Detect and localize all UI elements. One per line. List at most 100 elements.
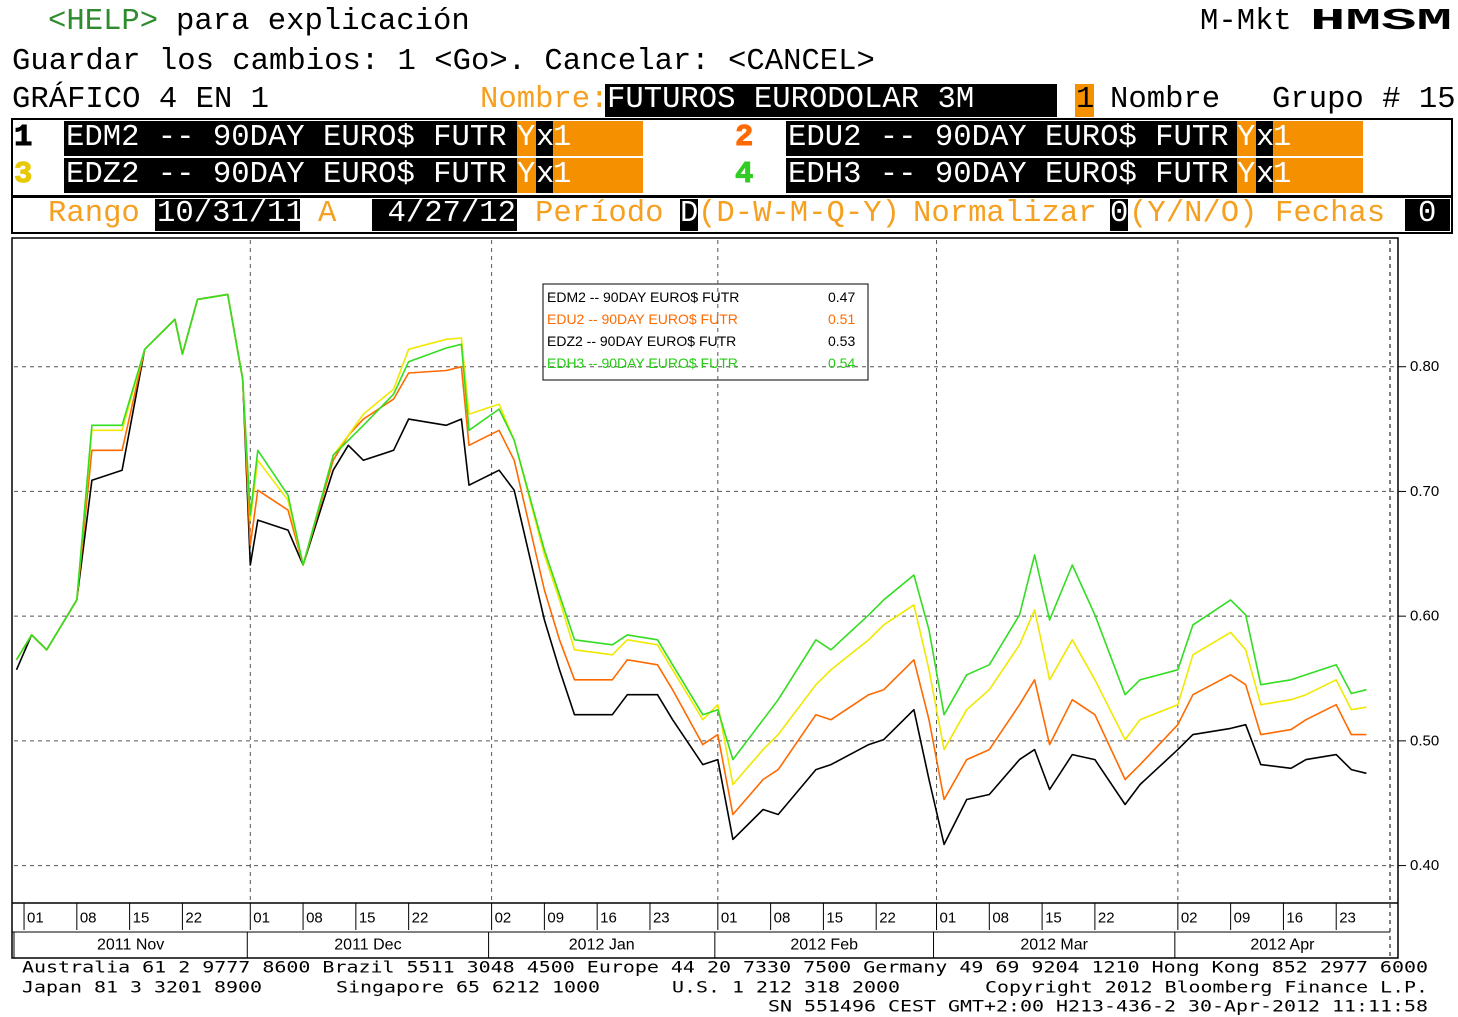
end-field[interactable] <box>372 199 517 231</box>
ticker-field[interactable] <box>64 121 517 156</box>
legend-label: EDZ2 -- 90DAY EURO$ FUTR <box>547 333 736 349</box>
x-tick-label: 22 <box>1098 910 1115 927</box>
legend-label: EDM2 -- 90DAY EURO$ FUTR <box>547 289 739 305</box>
footer-session: SN 551496 CEST GMT+2:00 H213-436-2 30-Ap… <box>768 997 1428 1016</box>
save-line: Guardar los cambios: 1 <Go>. Cancelar: <… <box>12 45 875 79</box>
x-tick-label: 01 <box>721 910 738 927</box>
ticker: EDH3 -- 90DAY EURO$ FUTR <box>788 158 1229 192</box>
x-flag-field <box>536 121 553 156</box>
x-tick-label: 15 <box>133 910 150 927</box>
function-name: M-Mkt <box>1200 5 1292 39</box>
x-tick-label: 01 <box>940 910 957 927</box>
dates: 0 <box>1418 197 1436 231</box>
y-flag: Y <box>517 121 535 155</box>
month-label: 2012 Apr <box>1250 937 1315 954</box>
security-number: 2 <box>735 121 753 155</box>
legend-box <box>542 283 869 381</box>
settings-box <box>11 196 1453 234</box>
security-number: 4 <box>735 158 753 192</box>
name-field[interactable] <box>605 84 1057 117</box>
y-flag-field <box>517 121 536 156</box>
x-tick-label: 23 <box>653 910 670 927</box>
dates-field[interactable] <box>1405 199 1450 231</box>
name-number: 1 <box>1076 83 1094 117</box>
x-tick-label: 15 <box>1045 910 1062 927</box>
legend-label: EDH3 -- 90DAY EURO$ FUTR <box>547 355 738 371</box>
normalize-label: Normalizar <box>913 197 1097 231</box>
month-label: 2011 Nov <box>97 937 164 954</box>
period: D <box>680 197 698 231</box>
normalize-field[interactable] <box>1110 199 1128 231</box>
x-flag-field <box>1256 158 1273 193</box>
x-tick-label: 23 <box>1339 910 1356 927</box>
period-options: (D-W-M-Q-Y) <box>698 197 900 231</box>
x-tick-label: 08 <box>774 910 791 927</box>
dates-label: Fechas <box>1275 197 1385 231</box>
x-flag-field <box>1256 121 1273 156</box>
start-field[interactable] <box>155 199 300 231</box>
range-label: Rango <box>48 197 140 231</box>
x-tick-label: 02 <box>495 910 512 927</box>
normalize: 0 <box>1110 197 1128 231</box>
legend-value: 0.54 <box>828 355 855 371</box>
to-label: A <box>318 197 337 231</box>
footer-line: Australia 61 2 9777 8600 Brazil 5511 304… <box>22 958 1428 977</box>
chart-frame <box>11 237 1399 959</box>
normalize-options: (Y/N/O) <box>1129 197 1258 231</box>
legend-value: 0.47 <box>828 289 855 305</box>
x-flag-field <box>536 158 553 193</box>
legend-label: EDU2 -- 90DAY EURO$ FUTR <box>547 311 738 327</box>
ticker-field[interactable] <box>786 121 1237 156</box>
x-tick-label: 08 <box>306 910 323 927</box>
y-flag-field <box>1237 121 1256 156</box>
multiplier-field <box>1273 121 1363 156</box>
name-value: FUTUROS EURODOLAR 3M <box>607 83 974 117</box>
x-tick-label: 22 <box>185 910 202 927</box>
x-tick-label: 02 <box>1181 910 1198 927</box>
multiplier-field <box>553 121 643 156</box>
x-tick-label: 09 <box>547 910 564 927</box>
y-flag: Y <box>1237 121 1255 155</box>
x-flag: x <box>536 121 554 155</box>
legend-value: 0.53 <box>828 333 855 349</box>
multiplier-field <box>553 158 643 193</box>
security-number: 1 <box>14 121 32 155</box>
help-text: para explicación <box>176 5 470 39</box>
y-tick-label: 0.80 <box>1410 358 1439 375</box>
x-tick-label: 15 <box>826 910 843 927</box>
x-tick-label: 08 <box>80 910 97 927</box>
footer-japan: Japan 81 3 3201 8900 <box>22 978 262 997</box>
name-word: Nombre <box>1110 83 1220 117</box>
footer-us: U.S. 1 212 318 2000 <box>672 978 900 997</box>
function-code: HMSM <box>1310 5 1452 39</box>
help-key[interactable]: <HELP> <box>48 5 158 39</box>
x-tick-label: 16 <box>1286 910 1303 927</box>
y-tick-label: 0.60 <box>1410 608 1439 625</box>
y-flag-field <box>1237 158 1256 193</box>
x-flag: x <box>1256 158 1274 192</box>
multiplier: 1 <box>553 158 571 192</box>
ticker-field[interactable] <box>64 158 517 193</box>
x-tick-label: 22 <box>879 910 896 927</box>
footer-copyright: Copyright 2012 Bloomberg Finance L.P. <box>985 978 1428 997</box>
y-flag: Y <box>1237 158 1255 192</box>
chart-title: GRÁFICO 4 EN 1 <box>12 80 269 117</box>
y-flag-field <box>517 158 536 193</box>
period-field[interactable] <box>680 199 698 231</box>
multiplier: 1 <box>553 121 571 155</box>
multiplier-field <box>1273 158 1363 193</box>
x-tick-label: 01 <box>253 910 270 927</box>
x-tick-label: 22 <box>412 910 429 927</box>
ticker-field[interactable] <box>786 158 1237 193</box>
start-date: 10/31/11 <box>157 197 304 231</box>
y-tick-label: 0.50 <box>1410 732 1439 749</box>
multiplier: 1 <box>1273 158 1291 192</box>
x-tick-label: 15 <box>359 910 376 927</box>
month-label: 2012 Feb <box>790 937 858 954</box>
group: Grupo # 15 <box>1272 83 1456 117</box>
name-label: Nombre: <box>480 83 609 117</box>
x-tick-label: 16 <box>600 910 617 927</box>
name-number-field[interactable] <box>1075 84 1094 117</box>
footer-singapore: Singapore 65 6212 1000 <box>336 978 600 997</box>
